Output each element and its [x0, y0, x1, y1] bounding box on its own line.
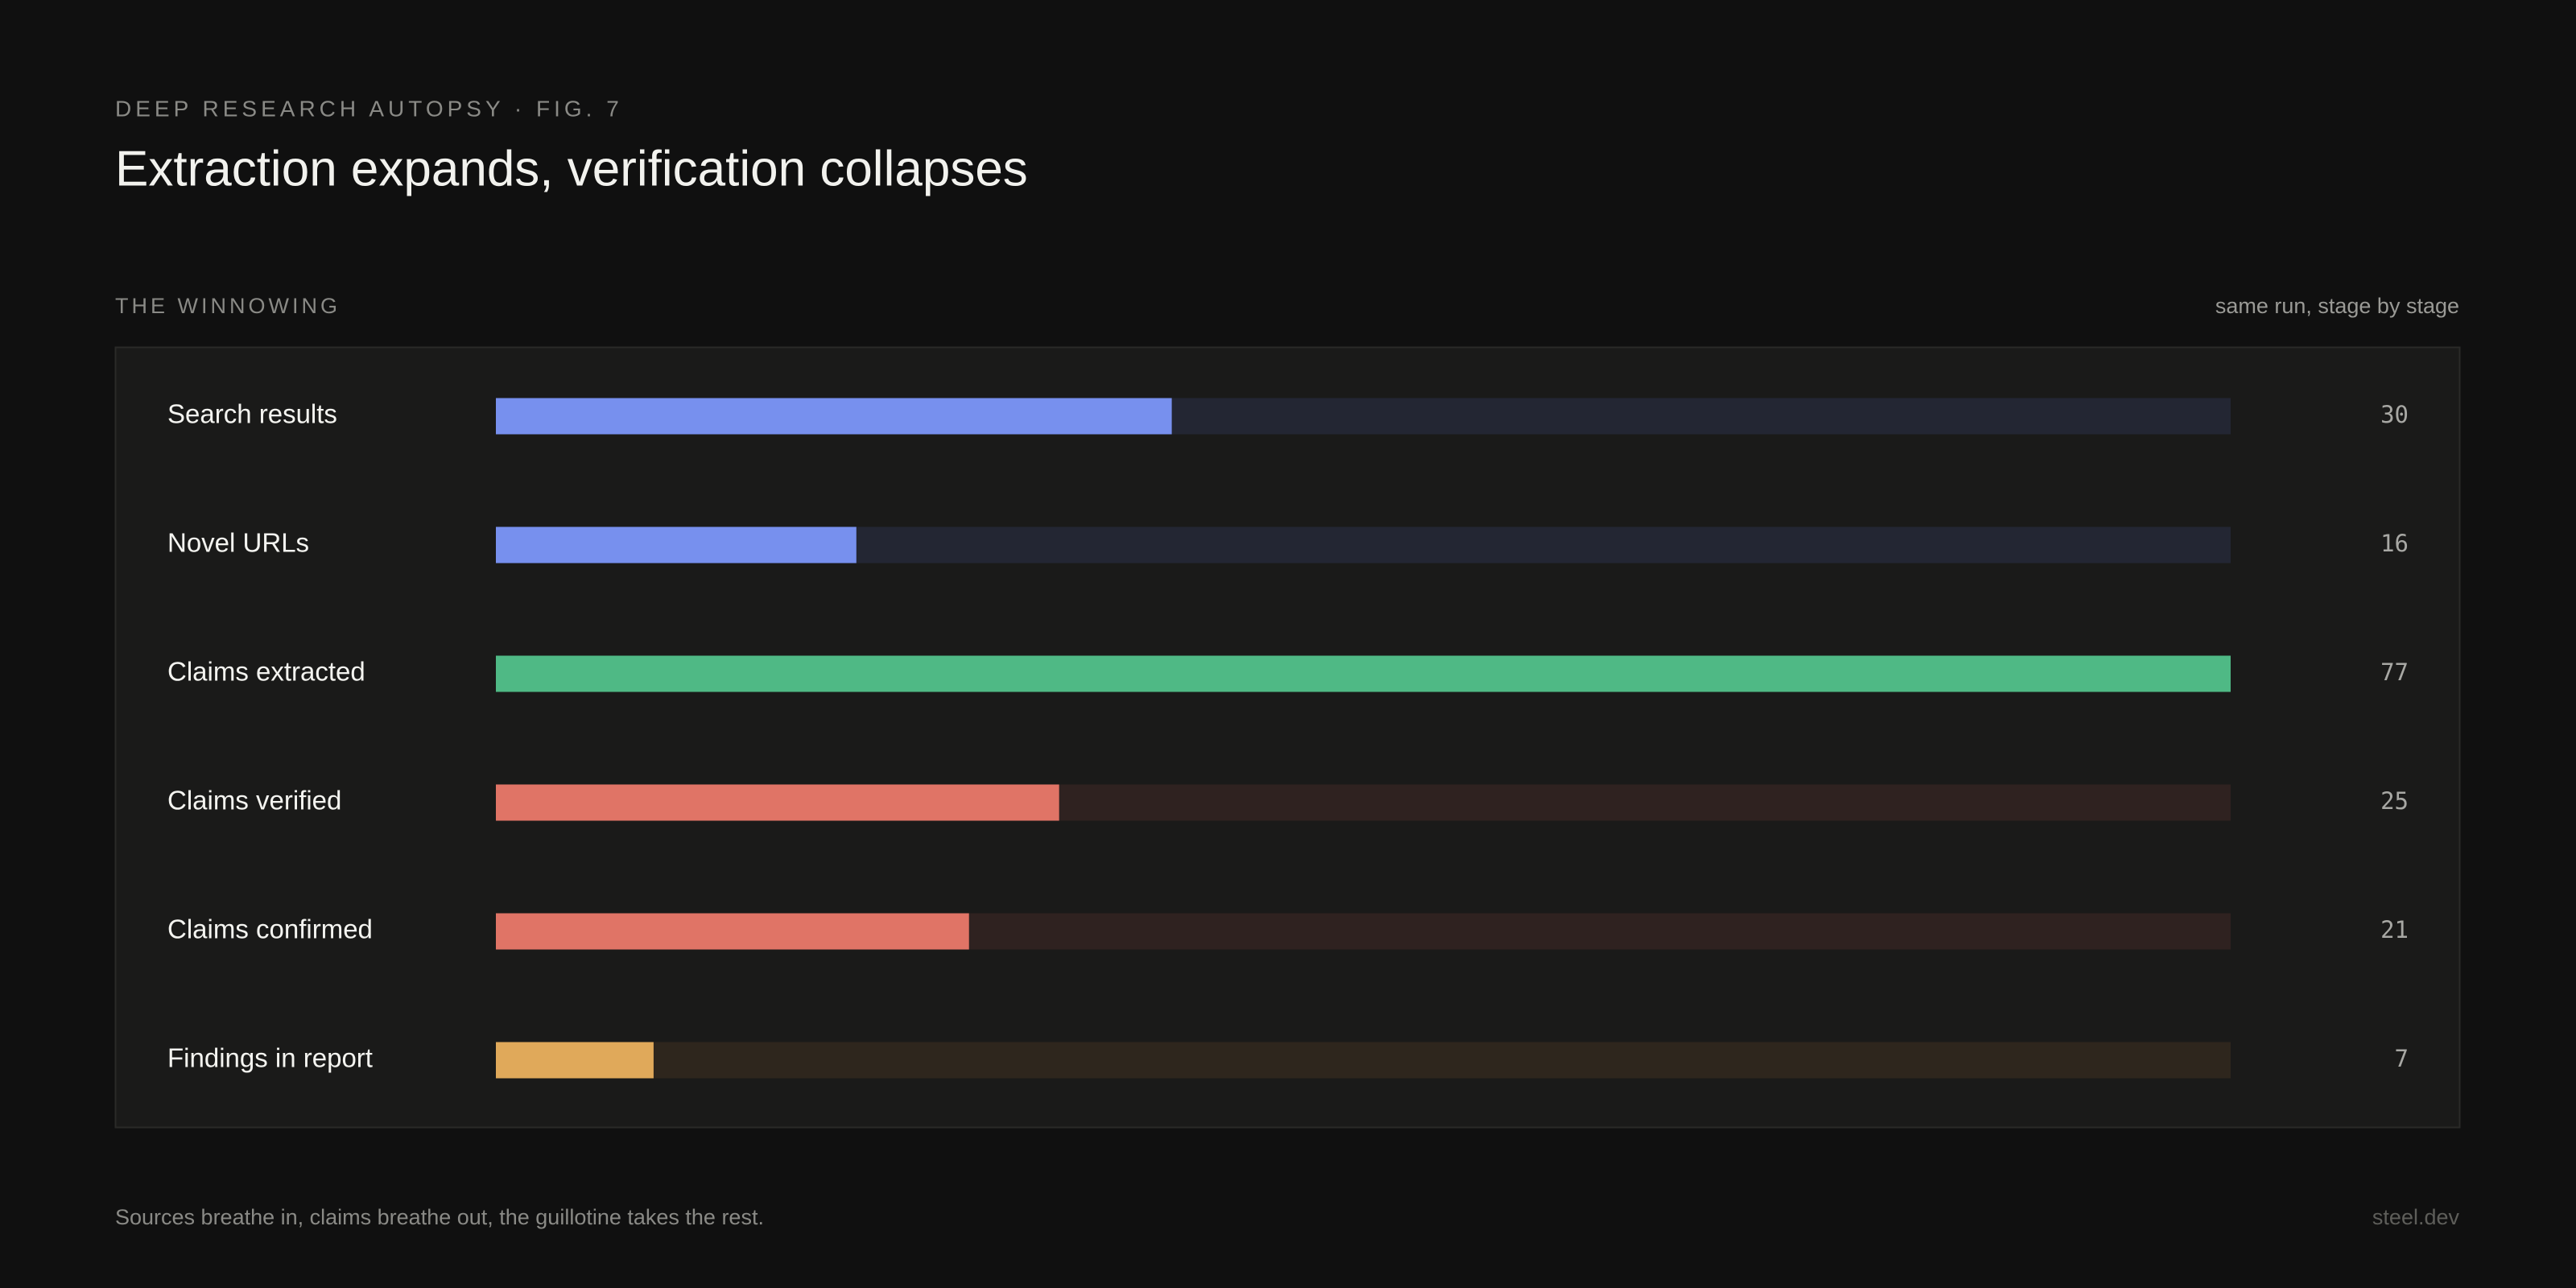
kicker: DEEP RESEARCH AUTOPSY · FIG. 7	[115, 96, 623, 121]
bar	[496, 784, 1059, 821]
section-label: THE WINNOWING	[115, 294, 341, 318]
value-label: 21	[2380, 916, 2409, 943]
value-label: 77	[2380, 658, 2409, 686]
bar	[496, 655, 2231, 692]
chart-title: Extraction expands, verification collaps…	[115, 141, 1028, 196]
bar	[496, 526, 857, 564]
row-label: Claims extracted	[167, 657, 365, 687]
value-label: 7	[2395, 1045, 2409, 1072]
bar	[496, 398, 1172, 435]
bar	[496, 1042, 654, 1079]
bar	[496, 913, 969, 950]
row-label: Novel URLs	[167, 528, 309, 558]
bar-track	[496, 1042, 2231, 1079]
row-label: Claims confirmed	[167, 914, 373, 944]
row-label: Search results	[167, 399, 337, 429]
value-label: 16	[2380, 530, 2409, 557]
value-label: 30	[2380, 401, 2409, 428]
row-label: Claims verified	[167, 786, 341, 815]
brand: steel.dev	[2372, 1205, 2460, 1229]
footer: Sources breathe in, claims breathe out, …	[115, 1205, 764, 1229]
row-label: Findings in report	[167, 1043, 373, 1073]
panel	[114, 346, 2461, 1129]
value-label: 25	[2380, 787, 2409, 815]
subtitle: same run, stage by stage	[2215, 294, 2459, 318]
